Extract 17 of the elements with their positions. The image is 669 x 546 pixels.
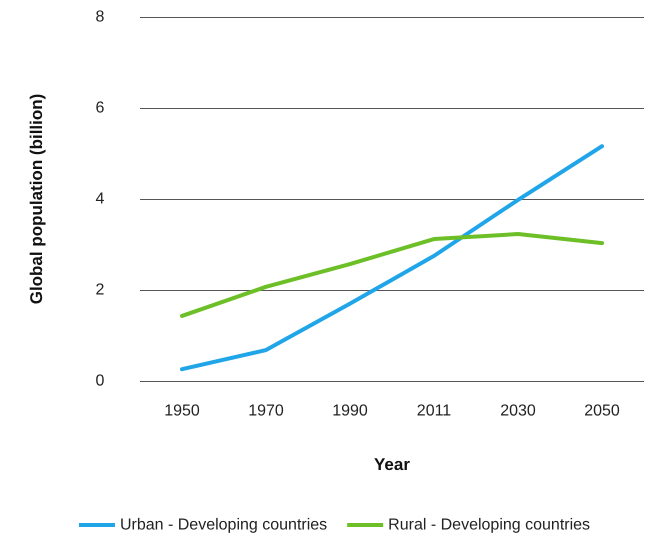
y-tick-label: 0 (96, 372, 105, 390)
x-tick-label: 1990 (332, 402, 368, 420)
y-tick-label: 4 (96, 190, 105, 208)
line-series (180, 232, 604, 318)
y-tick-label: 2 (96, 282, 105, 298)
x-axis-title: Year (374, 455, 410, 474)
x-tick-label: 2011 (416, 402, 452, 420)
y-axis-title: Global population (billion) (27, 94, 46, 304)
y-tick-label: 6 (96, 100, 105, 116)
x-tick-label: 2030 (500, 402, 536, 420)
x-tick-label: 1950 (164, 402, 200, 420)
x-tick-label: 1970 (248, 402, 284, 420)
line-series (180, 144, 604, 372)
y-tick-label: 8 (96, 8, 105, 26)
legend-label: Rural - Developing countries (388, 516, 590, 534)
legend-label: Urban - Developing countries (120, 516, 328, 534)
x-tick-label: 2050 (584, 402, 620, 420)
